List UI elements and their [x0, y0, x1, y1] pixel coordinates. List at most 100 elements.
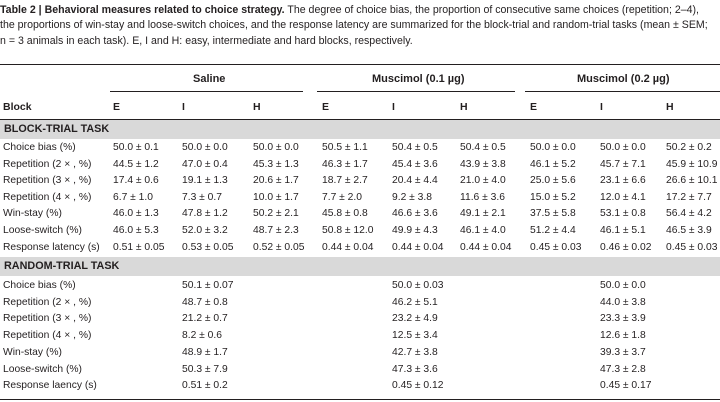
- table-cell: 25.0 ± 5.6: [530, 175, 576, 187]
- table-cell: 0.51 ± 0.2: [182, 380, 228, 392]
- table-row: Response latency (s) 0.51 ± 0.05 0.53 ± 0.…: [0, 240, 720, 257]
- caption-text: The degree of choice bias, the proportio…: [0, 4, 708, 47]
- table-cell: 7.3 ± 0.7: [182, 191, 223, 203]
- table-cell: 43.9 ± 3.8: [460, 158, 506, 170]
- row-label: Loose-switch (%): [3, 363, 82, 375]
- table-cell: 50.0 ± 0.1: [113, 142, 159, 153]
- table-cell: 26.6 ± 10.1: [666, 175, 718, 187]
- table-cell: 47.0 ± 0.4: [182, 158, 228, 170]
- row-label: Repetition (2 × , %): [3, 158, 92, 170]
- table-cell: 46.1 ± 5.2: [530, 158, 576, 170]
- row-label: Win-stay (%): [3, 346, 62, 358]
- table-cell: 37.5 ± 5.8: [530, 208, 576, 220]
- table-cell: 52.0 ± 3.2: [182, 225, 228, 236]
- row-label: Repetition (3 × , %): [3, 313, 92, 325]
- row-label: Repetition (2 × , %): [3, 296, 92, 308]
- table-cell: 45.8 ± 0.8: [322, 208, 368, 220]
- table-cell: 0.52 ± 0.05: [253, 241, 305, 253]
- table-cell: 46.1 ± 4.0: [460, 225, 506, 236]
- table-row: Win-stay (%) 48.9 ± 1.7 42.7 ± 3.8 39.3 ± 3…: [0, 345, 720, 362]
- table-cell: 9.2 ± 3.8: [392, 191, 433, 203]
- table-cell: 47.8 ± 1.2: [182, 208, 228, 220]
- table-cell: 45.9 ± 10.9: [666, 158, 718, 170]
- table-cell: 46.5 ± 3.9: [666, 225, 712, 236]
- table-cell: 15.0 ± 5.2: [530, 191, 576, 203]
- row-label: Win-stay (%): [3, 208, 62, 220]
- group-label-muscimol-low: Muscimol (0.1 µg): [372, 73, 465, 85]
- column-header: H: [460, 101, 468, 113]
- row-label: Repetition (4 × , %): [3, 330, 92, 342]
- row-label: Response latency (s): [3, 241, 100, 253]
- row-label: Loose-switch (%): [3, 225, 82, 236]
- table-cell: 48.9 ± 1.7: [182, 346, 228, 358]
- table-cell: 12.6 ± 1.8: [600, 330, 646, 342]
- block-header: Block: [3, 101, 32, 113]
- table-cell: 18.7 ± 2.7: [322, 175, 368, 187]
- table-cell: 48.7 ± 2.3: [253, 225, 299, 236]
- table-cell: 50.1 ± 0.07: [182, 280, 234, 291]
- table-cell: 50.0 ± 0.03: [392, 280, 444, 291]
- table-cell: 12.5 ± 3.4: [392, 330, 438, 342]
- table-cell: 50.0 ± 0.0: [530, 142, 576, 153]
- column-header: E: [530, 101, 538, 113]
- table-cell: 44.5 ± 1.2: [113, 158, 159, 170]
- table-cell: 20.4 ± 4.4: [392, 175, 438, 187]
- table-cell: 50.0 ± 0.0: [600, 142, 646, 153]
- table-cell: 17.4 ± 0.6: [113, 175, 159, 187]
- table-cell: 0.44 ± 0.04: [392, 241, 444, 253]
- table-cell: 53.1 ± 0.8: [600, 208, 646, 220]
- row-label: Repetition (4 × , %): [3, 191, 92, 203]
- table-cell: 0.44 ± 0.04: [322, 241, 374, 253]
- table-row: Repetition (3 × , %) 17.4 ± 0.6 19.1 ± 1.3…: [0, 173, 720, 190]
- table-row: Response laency (s) 0.51 ± 0.2 0.45 ± 0.12…: [0, 378, 720, 395]
- group-rule-saline: [110, 91, 303, 92]
- caption-lead: Table 2 | Behavioral measures related to…: [0, 4, 285, 16]
- row-label: Repetition (3 × , %): [3, 175, 92, 187]
- table-row: Loose-switch (%) 50.3 ± 7.9 47.3 ± 3.6 47.3…: [0, 362, 720, 379]
- group-label-saline: Saline: [193, 73, 226, 85]
- table-cell: 50.3 ± 7.9: [182, 363, 228, 375]
- table-cell: 46.6 ± 3.6: [392, 208, 438, 220]
- random-trial-section-title: RANDOM-TRIAL TASK: [4, 260, 120, 272]
- table-cell: 50.8 ± 12.0: [322, 225, 374, 236]
- table-cell: 47.3 ± 3.6: [392, 363, 438, 375]
- table-cell: 8.2 ± 0.6: [182, 330, 223, 342]
- table-cell: 50.0 ± 0.0: [600, 280, 646, 291]
- table-cell: 45.3 ± 1.3: [253, 158, 299, 170]
- table-cell: 0.45 ± 0.17: [600, 380, 652, 392]
- table-cell: 50.0 ± 0.0: [182, 142, 228, 153]
- table-cell: 45.4 ± 3.6: [392, 158, 438, 170]
- table-cell: 50.2 ± 0.2: [666, 142, 712, 153]
- table-cell: 23.3 ± 3.9: [600, 313, 646, 325]
- table-cell: 12.0 ± 4.1: [600, 191, 646, 203]
- table-cell: 48.7 ± 0.8: [182, 296, 228, 308]
- column-header: E: [322, 101, 330, 113]
- group-label-muscimol-high: Muscimol (0.2 µg): [577, 73, 670, 85]
- table-caption: Table 2 | Behavioral measures related to…: [0, 3, 716, 49]
- table-cell: 46.1 ± 5.1: [600, 225, 646, 236]
- table-bottom-rule: [0, 399, 720, 400]
- table-cell: 47.3 ± 2.8: [600, 363, 646, 375]
- table-cell: 50.2 ± 2.1: [253, 208, 299, 220]
- table-cell: 19.1 ± 1.3: [182, 175, 228, 187]
- table-row: Repetition (4 × , %) 8.2 ± 0.6 12.5 ± 3.4 1…: [0, 328, 720, 345]
- table-cell: 46.3 ± 1.7: [322, 158, 368, 170]
- table-row: Loose-switch (%) 46.0 ± 5.3 52.0 ± 3.2 48.7…: [0, 223, 720, 240]
- row-label: Choice bias (%): [3, 280, 76, 291]
- table-cell: 46.0 ± 5.3: [113, 225, 159, 236]
- table-cell: 0.46 ± 0.02: [600, 241, 652, 253]
- table-cell: 0.51 ± 0.05: [113, 241, 165, 253]
- table-cell: 21.0 ± 4.0: [460, 175, 506, 187]
- table-cell: 50.4 ± 0.5: [392, 142, 438, 153]
- table-cell: 51.2 ± 4.4: [530, 225, 576, 236]
- table-cell: 7.7 ± 2.0: [322, 191, 363, 203]
- group-header-row: Saline Muscimol (0.1 µg) Muscimol (0.2 µ…: [0, 67, 720, 94]
- table-row: Repetition (2 × , %) 44.5 ± 1.2 47.0 ± 0.4…: [0, 157, 720, 174]
- column-header: E: [113, 101, 121, 113]
- table-cell: 0.45 ± 0.03: [666, 241, 718, 253]
- table-top-rule: [0, 64, 720, 65]
- table-cell: 0.45 ± 0.03: [530, 241, 582, 253]
- column-header: I: [600, 101, 603, 113]
- table-row: Choice bias (%) 50.1 ± 0.07 50.0 ± 0.03 50.…: [0, 278, 720, 295]
- table-cell: 49.9 ± 4.3: [392, 225, 438, 236]
